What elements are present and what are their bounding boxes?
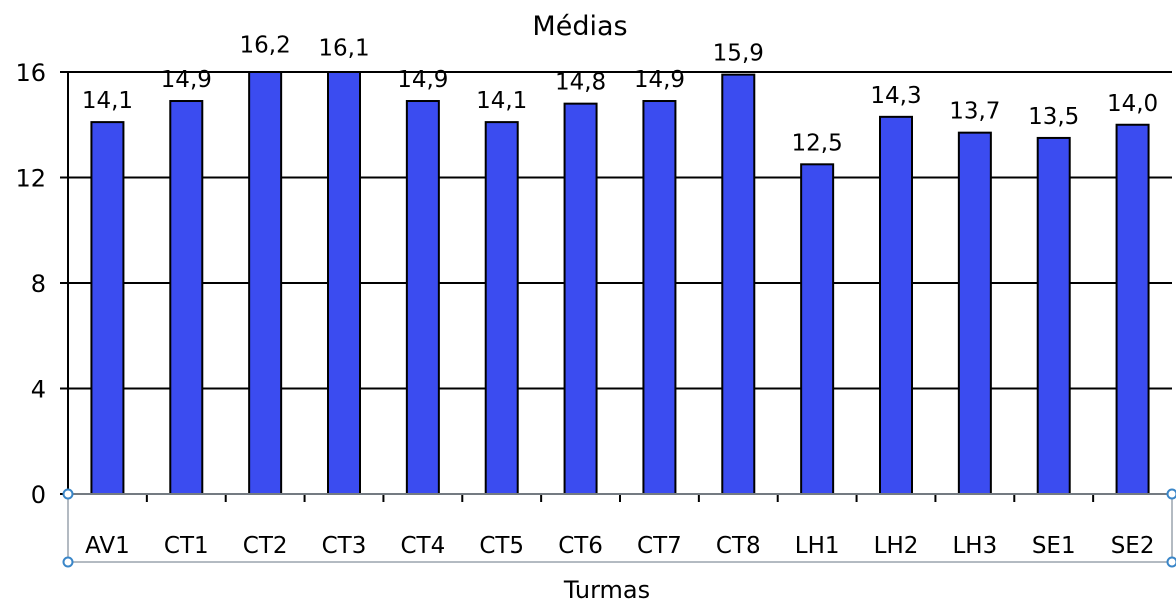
data-label: 14,1 <box>82 88 133 114</box>
x-tick-label: LH2 <box>874 533 919 559</box>
data-label: 15,9 <box>713 41 764 67</box>
x-tick-label: LH3 <box>952 533 997 559</box>
selection-handle[interactable] <box>1168 558 1176 567</box>
selection-handle[interactable] <box>1168 490 1176 499</box>
y-tick-label: 12 <box>15 165 46 193</box>
chart-title: Médias <box>532 11 627 42</box>
bar-ct6 <box>565 104 597 494</box>
x-axis-title: Turmas <box>563 576 650 604</box>
bar-ct7 <box>643 101 675 494</box>
data-label: 14,9 <box>397 67 448 93</box>
bar-lh1 <box>801 164 833 494</box>
bar-ct2 <box>249 72 281 494</box>
x-axis-ticks: AV1 CT1 CT2 CT3 CT4 CT5 CT6 CT7 CT8 LH1 LH2 LH3 SE1 S… <box>85 494 1154 559</box>
bar-lh3 <box>959 133 991 494</box>
y-tick-label: 0 <box>31 481 46 509</box>
data-label: 13,5 <box>1028 104 1079 130</box>
x-tick-label: SE2 <box>1111 533 1155 559</box>
bar-ct4 <box>407 101 439 494</box>
x-tick-label: CT4 <box>400 533 445 559</box>
y-tick-label: 16 <box>15 59 46 87</box>
data-label: 14,8 <box>555 70 606 96</box>
x-tick-label: CT2 <box>243 533 288 559</box>
x-tick-label: CT5 <box>479 533 524 559</box>
x-tick-label: CT3 <box>322 533 367 559</box>
data-label: 13,7 <box>949 99 1000 125</box>
bar-ct3 <box>328 72 360 494</box>
data-label: 16,2 <box>240 33 291 59</box>
data-label: 14,3 <box>870 83 921 109</box>
data-label: 16,1 <box>318 35 369 61</box>
selection-handle[interactable] <box>64 490 73 499</box>
selection-handle[interactable] <box>64 558 73 567</box>
bar-se2 <box>1117 125 1149 494</box>
data-label: 14,0 <box>1107 91 1158 117</box>
gridlines <box>68 72 1172 389</box>
data-label: 14,9 <box>161 67 212 93</box>
x-tick-label: CT6 <box>558 533 603 559</box>
selection-frame[interactable] <box>68 494 1172 562</box>
y-tick-label: 4 <box>31 376 46 404</box>
bar-lh2 <box>880 117 912 494</box>
bar-ct5 <box>486 122 518 494</box>
bar-ct1 <box>170 101 202 494</box>
x-tick-label: CT8 <box>716 533 761 559</box>
data-label: 14,9 <box>634 67 685 93</box>
bar-ct8 <box>722 75 754 494</box>
data-label: 14,1 <box>476 88 527 114</box>
x-tick-label: CT7 <box>637 533 682 559</box>
x-tick-label: CT1 <box>164 533 209 559</box>
bar-av1 <box>91 122 123 494</box>
x-tick-label: SE1 <box>1032 533 1076 559</box>
x-tick-label: AV1 <box>85 533 130 559</box>
bar-se1 <box>1038 138 1070 494</box>
data-labels: 14,1 14,9 16,2 16,1 14,9 14,1 14,8 14,9 15,9 12,5… <box>82 33 1158 157</box>
y-tick-label: 8 <box>31 270 46 298</box>
x-tick-label: LH1 <box>795 533 840 559</box>
y-axis-ticks: 0 4 8 12 16 <box>15 59 68 509</box>
data-label: 12,5 <box>792 130 843 156</box>
